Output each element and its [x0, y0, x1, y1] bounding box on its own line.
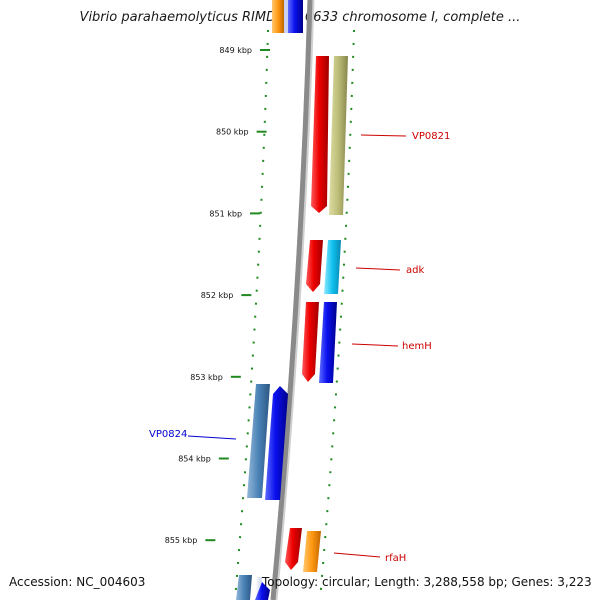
chromosome-backbone [270, 0, 313, 600]
scale-tick-852: 852 kbp [201, 291, 252, 300]
gene-hemh[interactable] [319, 302, 337, 383]
scale-tick-854: 854 kbp [178, 455, 229, 464]
label-line-hemh [351, 343, 399, 347]
gene-label-hemh[interactable]: hemH [402, 341, 432, 352]
gene-partial-bottom[interactable] [236, 575, 270, 600]
gene-label-rfah[interactable]: rfaH [385, 553, 406, 564]
gene-label-adk[interactable]: adk [406, 265, 424, 276]
gene-rfah[interactable] [303, 531, 321, 572]
accession-info: Accession: NC_004603 [9, 575, 146, 589]
gene-orange-partial[interactable] [272, 0, 284, 33]
gene-red-rfah-neighbor[interactable] [285, 528, 302, 570]
gene-label-vp0821[interactable]: VP0821 [412, 131, 450, 142]
scale-tick-851: 851 kbp [209, 209, 261, 218]
gene-label-vp0824[interactable]: VP0824 [149, 429, 187, 440]
tick-label-851: 851 kbp [209, 209, 242, 218]
tick-label-855: 855 kbp [165, 536, 198, 545]
gene-red-hemh-neighbor[interactable] [302, 302, 319, 382]
tick-label-849: 849 kbp [219, 46, 252, 55]
reverse-track-guide [234, 29, 269, 600]
gene-vp0821[interactable] [329, 56, 348, 215]
tick-label-850: 850 kbp [216, 128, 249, 137]
gene-vp0824[interactable] [247, 384, 270, 498]
tick-label-854: 854 kbp [178, 455, 211, 464]
tick-label-853: 853 kbp [190, 373, 223, 382]
scale-ticks: 849 kbp 850 kbp 851 kbp 852 kbp 853 kbp 854 k… [165, 46, 270, 545]
gene-adk[interactable] [324, 240, 341, 294]
gene-blue-partial[interactable] [288, 0, 303, 33]
scale-tick-853: 853 kbp [190, 373, 241, 382]
topology-info: Topology: circular; Length: 3,288,558 bp… [262, 575, 592, 589]
gene-partial-top[interactable] [272, 0, 303, 33]
scale-tick-855: 855 kbp [165, 536, 216, 545]
label-line-adk [355, 267, 401, 271]
tick-label-852: 852 kbp [201, 291, 234, 300]
label-line-vp0821 [360, 134, 407, 137]
label-line-rfah [333, 552, 381, 558]
gene-red-851[interactable] [311, 56, 329, 213]
label-line-vp0824 [187, 435, 237, 440]
scale-tick-850: 850 kbp [216, 128, 267, 137]
gene-red-adk-neighbor[interactable] [306, 240, 323, 292]
scale-tick-849: 849 kbp [219, 46, 270, 55]
gene-blue-vp0824-neighbor[interactable] [265, 386, 288, 500]
gene-pale-partial [284, 0, 288, 33]
